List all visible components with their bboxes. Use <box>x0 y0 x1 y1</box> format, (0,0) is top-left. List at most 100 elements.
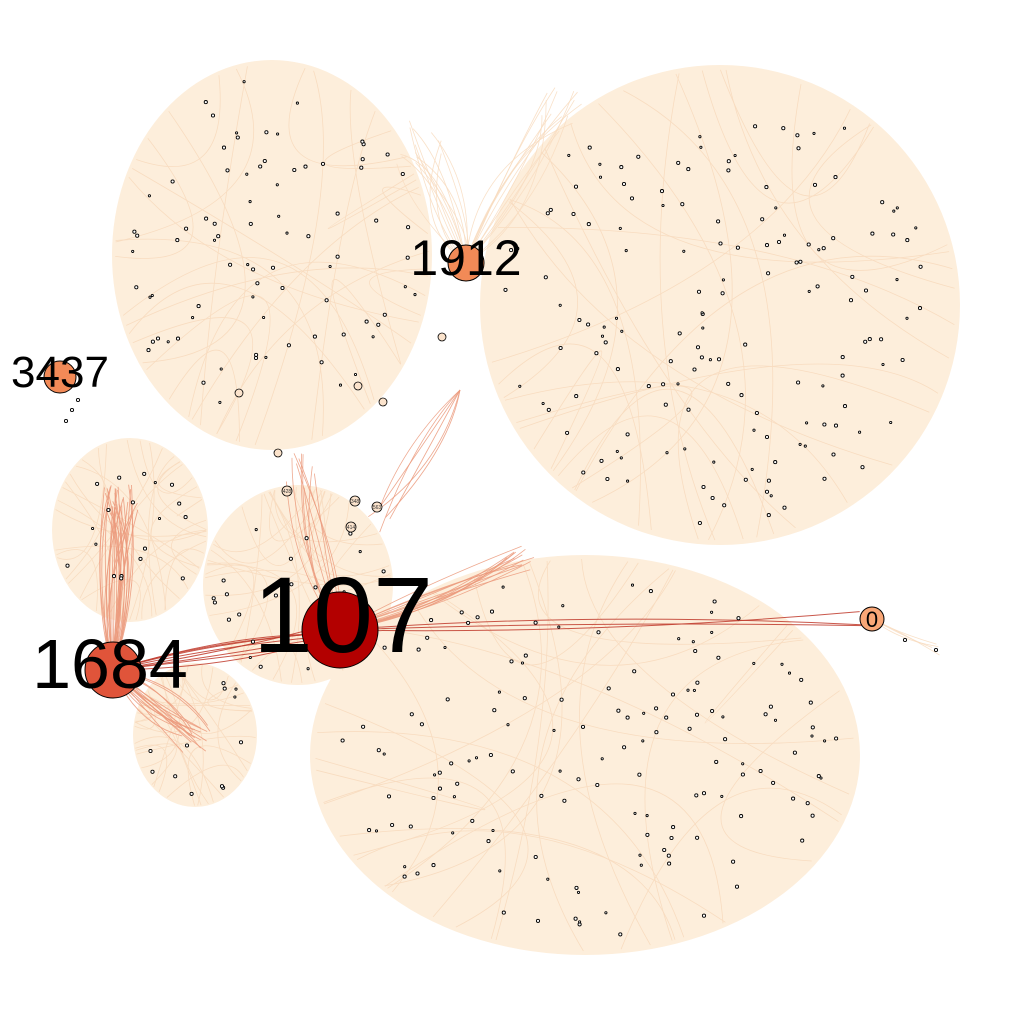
edge <box>57 499 153 617</box>
leaf-node <box>692 367 697 372</box>
leaf-node <box>773 718 778 722</box>
hub-node-3437[interactable]: 3437 <box>11 348 109 397</box>
leaf-node <box>419 722 424 727</box>
leaf-node <box>328 264 332 269</box>
edge <box>592 73 733 503</box>
leaf-node <box>183 515 188 520</box>
leaf-node <box>340 738 345 743</box>
leaf-node <box>661 203 665 208</box>
edge <box>187 745 251 806</box>
edge <box>495 560 549 941</box>
leaf-node <box>799 677 804 682</box>
edge <box>720 690 840 862</box>
leaf-node <box>543 275 548 280</box>
leaf-node <box>153 481 157 485</box>
hub-node-1912-circle[interactable] <box>447 244 485 282</box>
leaf-node <box>95 481 100 486</box>
minor-node[interactable] <box>437 332 447 342</box>
edge <box>217 682 242 782</box>
leaf-node <box>409 712 414 717</box>
leaf-node <box>654 730 659 735</box>
leaf-node <box>791 796 796 801</box>
edge <box>254 70 324 446</box>
minor-node[interactable] <box>353 381 363 391</box>
leaf-node <box>618 226 622 230</box>
hub-node-0-circle[interactable] <box>859 606 885 632</box>
edge <box>509 199 641 526</box>
hub-node-1684-circle[interactable] <box>84 641 142 699</box>
hub-node-3437-circle[interactable] <box>43 360 77 394</box>
leaf-node <box>403 865 407 869</box>
leaf-node <box>710 708 715 714</box>
edge <box>158 461 202 499</box>
leaf-node <box>812 131 816 135</box>
minor-node-563[interactable] <box>371 501 383 513</box>
leaf-node <box>587 145 592 150</box>
leaf-node <box>221 578 226 583</box>
leaf-node <box>400 171 405 177</box>
leaf-node <box>359 165 364 170</box>
leaf-node <box>686 688 690 692</box>
leaf-node <box>636 154 641 159</box>
edge <box>704 625 794 724</box>
leaf-node <box>661 382 666 387</box>
leaf-node <box>533 854 538 860</box>
leaf-node <box>694 712 700 717</box>
leaf-node <box>687 726 692 731</box>
hub-node-1684[interactable]: 1684 <box>32 625 188 703</box>
leaf-node <box>701 326 705 330</box>
leaf-node <box>367 828 372 833</box>
edge <box>323 570 676 805</box>
hub-node-107[interactable]: 107 <box>253 554 433 675</box>
leaf-node <box>474 756 479 760</box>
leaf-node <box>603 340 608 345</box>
leaf-node <box>782 505 787 510</box>
minor-node[interactable] <box>234 388 244 398</box>
leaf-node <box>489 609 495 614</box>
minor-node[interactable] <box>273 448 283 458</box>
leaf-node <box>119 576 124 581</box>
edge <box>389 389 461 520</box>
edge <box>175 667 248 772</box>
leaf-node <box>620 329 624 333</box>
minor-node-414[interactable] <box>345 521 357 533</box>
hub-node-107-circle[interactable] <box>301 591 379 669</box>
leaf-node <box>604 911 608 915</box>
edge <box>465 116 562 264</box>
hub-node-0[interactable]: 0 <box>859 606 885 632</box>
leaf-node <box>226 617 231 622</box>
leaf-node <box>726 159 731 164</box>
leaf-node <box>642 711 646 715</box>
leaf-node <box>475 615 480 620</box>
leaf-node <box>696 289 702 294</box>
edge <box>146 295 271 442</box>
leaf-node <box>819 776 823 780</box>
leaf-node <box>175 238 180 243</box>
cluster-top-left <box>112 60 432 450</box>
edge <box>191 187 419 420</box>
hub-node-1912[interactable]: 1912 <box>410 230 521 286</box>
leaf-node <box>602 325 606 329</box>
leaf-node <box>275 183 279 187</box>
leaf-node <box>594 351 599 356</box>
leaf-node <box>712 599 717 604</box>
leaf-node <box>191 316 195 320</box>
leaf-node <box>796 380 801 385</box>
minor-node[interactable] <box>378 397 388 407</box>
leaf-node <box>766 478 771 483</box>
leaf-node <box>390 822 395 828</box>
leaf-node <box>248 655 252 660</box>
leaf-node <box>800 838 805 843</box>
leaf-node <box>677 331 682 336</box>
edge <box>210 549 282 682</box>
leaf-node <box>219 367 223 371</box>
edge <box>150 486 200 568</box>
edge <box>161 675 209 805</box>
edge <box>269 491 391 577</box>
leaf-node <box>586 222 591 227</box>
minor-node-428[interactable] <box>281 485 293 497</box>
leaf-node <box>769 494 773 498</box>
minor-node-348[interactable] <box>349 495 361 507</box>
leaf-node <box>470 818 475 823</box>
leaf-node <box>860 465 865 470</box>
